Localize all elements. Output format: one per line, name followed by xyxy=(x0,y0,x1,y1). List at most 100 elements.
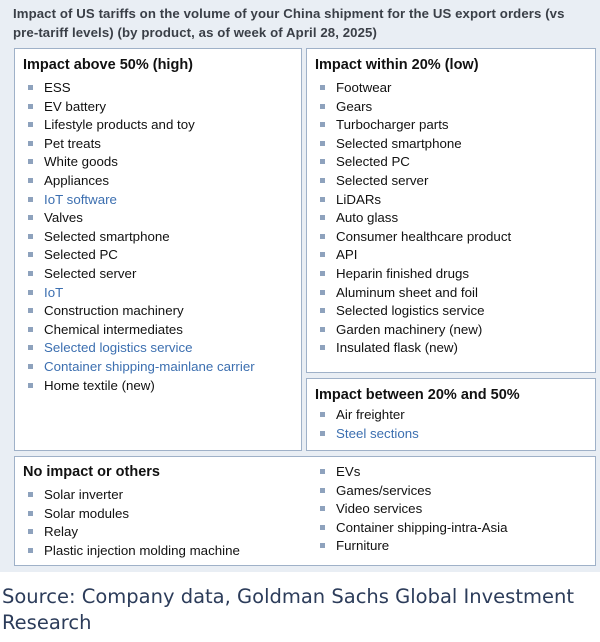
list-item-text: IoT software xyxy=(44,191,117,207)
square-bullet-icon xyxy=(28,159,33,165)
list-item: White goods xyxy=(23,153,293,172)
square-bullet-icon xyxy=(28,252,33,258)
square-bullet-icon xyxy=(320,103,325,109)
source-note: Source: Company data, Goldman Sachs Glob… xyxy=(2,585,574,634)
list-item: Selected logistics service xyxy=(23,339,293,358)
list-item-text: IoT xyxy=(44,284,64,300)
list-item: Valves xyxy=(23,209,293,228)
list-item-text: Solar modules xyxy=(44,505,129,521)
square-bullet-icon xyxy=(320,270,325,276)
list-item: Selected smartphone xyxy=(23,228,293,247)
list-item-text: Selected smartphone xyxy=(44,228,170,244)
panel-low-heading: Impact within 20% (low) xyxy=(315,57,479,73)
list-item: Pet treats xyxy=(23,135,293,154)
list-item: ESS xyxy=(23,79,293,98)
list-item-text: Selected PC xyxy=(44,247,118,263)
panel-low-impact: Impact within 20% (low) Footwear Gears Tur… xyxy=(306,48,596,373)
list-item-text: Container shipping-intra-Asia xyxy=(336,519,508,535)
list-item: Turbocharger parts xyxy=(315,116,587,135)
list-item-text: Home textile (new) xyxy=(44,377,155,393)
square-bullet-icon xyxy=(320,196,325,202)
list-item: Chemical intermediates xyxy=(23,321,293,340)
square-bullet-icon xyxy=(28,122,33,128)
panel-none-list-right: EVs Games/services Video services Container… xyxy=(315,463,507,556)
list-item-text: Steel sections xyxy=(336,425,419,441)
list-item-text: Appliances xyxy=(44,172,110,188)
list-item-text: Aluminum sheet and foil xyxy=(336,284,478,300)
list-item-text: ESS xyxy=(44,80,71,95)
panel-none-list-left: Solar inverter Solar modules Relay Plastic … xyxy=(23,486,240,560)
list-item: Auto glass xyxy=(315,209,587,228)
square-bullet-icon xyxy=(320,159,325,165)
square-bullet-icon xyxy=(320,326,325,332)
list-item-text: Turbocharger parts xyxy=(336,117,449,133)
list-item: Footwear xyxy=(315,79,587,98)
list-item-text: Plastic injection molding machine xyxy=(44,542,240,558)
list-item-text: Pet treats xyxy=(44,135,101,151)
square-bullet-icon xyxy=(320,430,325,436)
list-item-text: Selected logistics service xyxy=(336,303,485,319)
list-item-text: Selected smartphone xyxy=(336,135,462,151)
list-item: Plastic injection molding machine xyxy=(23,542,240,561)
list-item: Aluminum sheet and foil xyxy=(315,284,587,303)
list-item: Solar inverter xyxy=(23,486,240,505)
square-bullet-icon xyxy=(320,122,325,128)
list-item: Selected server xyxy=(315,172,587,191)
panel-mid-list: Air freighter Steel sections xyxy=(315,406,587,443)
panel-low-list: Footwear Gears Turbocharger parts Selected … xyxy=(315,79,587,358)
square-bullet-icon xyxy=(320,506,325,512)
list-item: Solar modules xyxy=(23,505,240,524)
square-bullet-icon xyxy=(320,252,325,258)
square-bullet-icon xyxy=(28,492,33,497)
list-item-text: Selected logistics service xyxy=(44,340,193,356)
list-item: Air freighter xyxy=(315,406,587,425)
square-bullet-icon xyxy=(28,196,33,202)
square-bullet-icon xyxy=(28,363,33,369)
square-bullet-icon xyxy=(28,289,33,295)
square-bullet-icon xyxy=(28,85,33,90)
square-bullet-icon xyxy=(28,345,33,351)
square-bullet-icon xyxy=(320,543,325,549)
list-item: EVs xyxy=(315,463,507,482)
list-item: Container shipping-intra-Asia xyxy=(315,519,507,538)
list-item: Selected PC xyxy=(23,246,293,265)
panel-high-list: ESS EV battery Lifestyle products and toy P… xyxy=(23,79,293,395)
square-bullet-icon xyxy=(320,345,325,351)
list-item-text: Lifestyle products and toy xyxy=(44,117,195,133)
list-item-text: Container shipping-mainlane carrier xyxy=(44,358,255,374)
list-item-text: Relay xyxy=(44,524,78,540)
list-item-text: Games/services xyxy=(336,482,432,498)
list-item: Steel sections xyxy=(315,425,587,444)
list-item: Selected server xyxy=(23,265,293,284)
square-bullet-icon xyxy=(320,289,325,295)
list-item-text: White goods xyxy=(44,154,118,170)
square-bullet-icon xyxy=(320,487,325,493)
list-item: LiDARs xyxy=(315,191,587,210)
square-bullet-icon xyxy=(28,103,33,109)
list-item: Construction machinery xyxy=(23,302,293,321)
list-item-text: Garden machinery (new) xyxy=(336,321,483,337)
square-bullet-icon xyxy=(320,140,325,146)
list-item-text: Furniture xyxy=(336,538,390,554)
square-bullet-icon xyxy=(320,308,325,314)
list-item: Container shipping-mainlane carrier xyxy=(23,358,293,377)
list-item-text: EV battery xyxy=(44,98,107,114)
list-item: Selected logistics service xyxy=(315,302,587,321)
list-item: Home textile (new) xyxy=(23,377,293,396)
panel-mid-impact: Impact between 20% and 50% Air freighter… xyxy=(306,378,596,451)
list-item-text: Gears xyxy=(336,98,373,114)
list-item-text: Video services xyxy=(336,501,423,517)
square-bullet-icon xyxy=(28,233,33,239)
square-bullet-icon xyxy=(28,270,33,276)
list-item: Relay xyxy=(23,523,240,542)
list-item: IoT xyxy=(23,284,293,303)
list-item-text: Footwear xyxy=(336,80,392,95)
square-bullet-icon xyxy=(320,233,325,239)
list-item-text: Construction machinery xyxy=(44,303,184,319)
figure-title: Impact of US tariffs on the volume of yo… xyxy=(13,6,565,40)
list-item-text: Selected PC xyxy=(336,154,410,170)
list-item-text: Insulated flask (new) xyxy=(336,340,458,356)
square-bullet-icon xyxy=(320,524,325,530)
list-item-text: Selected server xyxy=(44,265,137,281)
square-bullet-icon xyxy=(28,177,33,183)
